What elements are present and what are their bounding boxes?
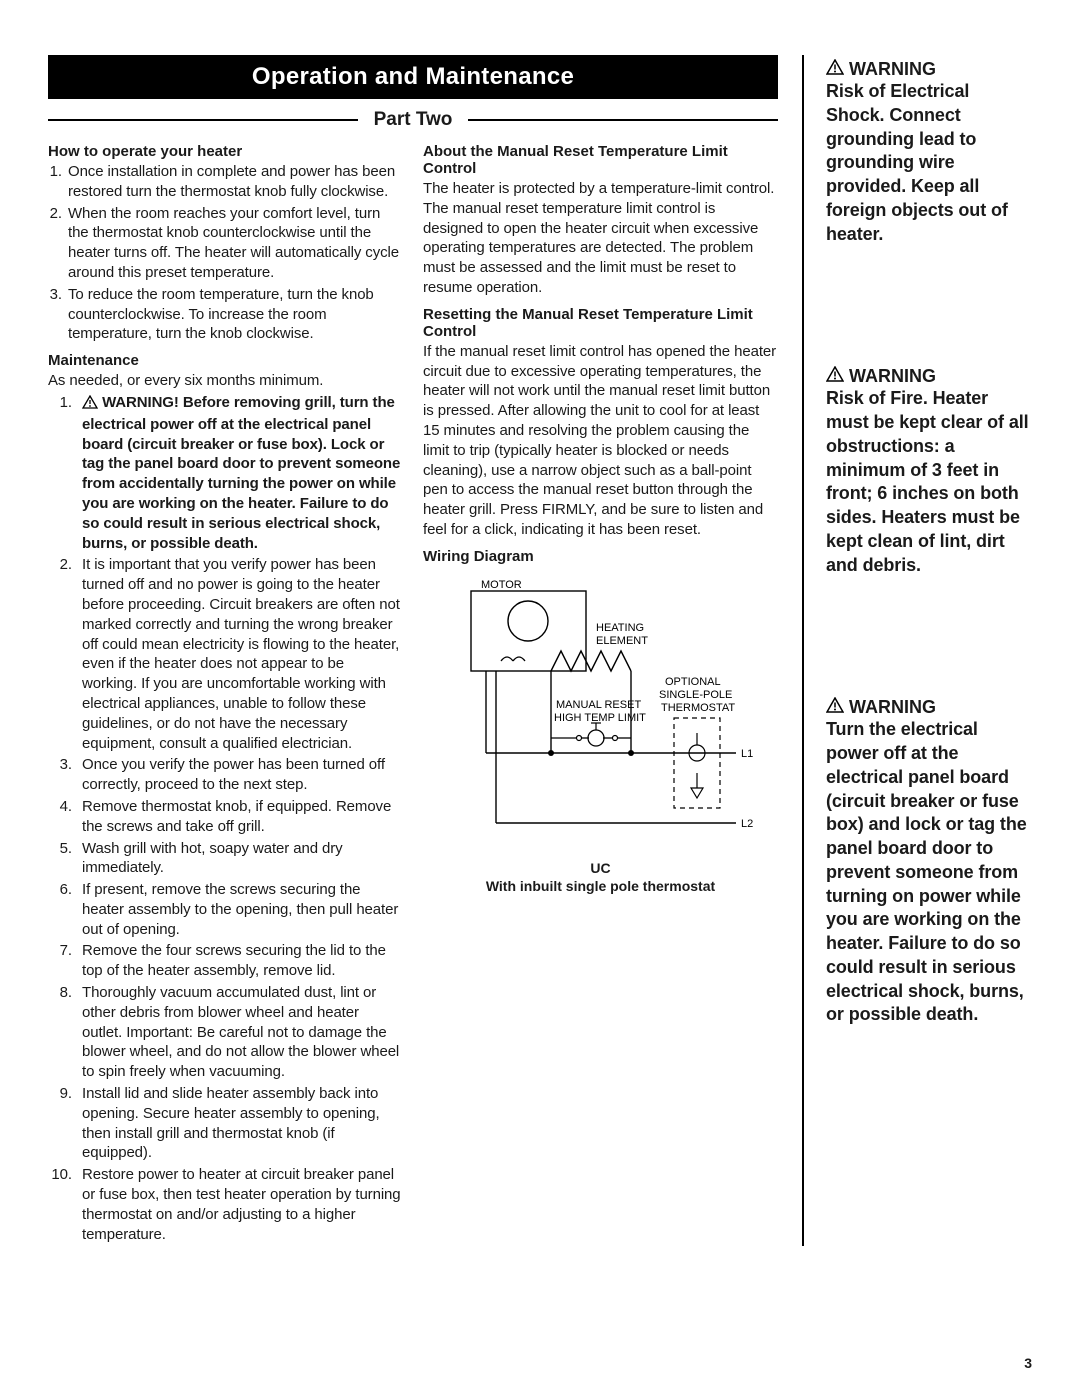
maintenance-step: Restore power to heater at circuit break… bbox=[76, 1165, 403, 1244]
operate-step: To reduce the room temperature, turn the… bbox=[66, 285, 403, 344]
diag-label-motor: MOTOR bbox=[481, 579, 522, 591]
wiring-caption-1: UC bbox=[590, 860, 610, 876]
warning-body: Risk of Fire. Heater must be kept clear … bbox=[826, 387, 1032, 577]
warning-body: Turn the electrical power off at the ele… bbox=[826, 718, 1032, 1027]
diag-label-manual2: HIGH TEMP LIMIT bbox=[554, 712, 646, 724]
limit-heading: About the Manual Reset Temperature Limit… bbox=[423, 143, 778, 177]
section-header: Operation and Maintenance bbox=[48, 57, 778, 99]
operate-list: Once installation in complete and power … bbox=[48, 162, 403, 344]
maintenance-step: If present, remove the screws securing t… bbox=[76, 880, 403, 939]
maintenance-step: It is important that you verify power ha… bbox=[76, 555, 403, 753]
maintenance-step: Wash grill with hot, soapy water and dry… bbox=[76, 839, 403, 879]
page-number: 3 bbox=[1024, 1355, 1032, 1371]
rule-right bbox=[468, 119, 778, 121]
warning-label: WARNING bbox=[849, 366, 936, 387]
maintenance-warning-text: WARNING! Before removing grill, turn the… bbox=[82, 394, 400, 552]
wiring-caption: UC With inbuilt single pole thermostat bbox=[423, 859, 778, 895]
diag-label-manual1: MANUAL RESET bbox=[556, 699, 641, 711]
warning-label: WARNING bbox=[849, 697, 936, 718]
operate-heading: How to operate your heater bbox=[48, 143, 403, 160]
warning-body: Risk of Electrical Shock. Connect ground… bbox=[826, 80, 1032, 246]
right-sub-column: About the Manual Reset Temperature Limit… bbox=[423, 143, 778, 1246]
operate-step: When the room reaches your comfort level… bbox=[66, 204, 403, 283]
sidebar: WARNING Risk of Electrical Shock. Connec… bbox=[802, 55, 1032, 1246]
diag-label-heating: HEATING bbox=[596, 622, 644, 634]
maintenance-warning-item: WARNING! Before removing grill, turn the… bbox=[76, 393, 403, 553]
part-row: Part Two bbox=[48, 109, 778, 131]
part-title: Part Two bbox=[358, 109, 469, 131]
maintenance-step: Install lid and slide heater assembly ba… bbox=[76, 1084, 403, 1163]
sidebar-warning-2: WARNING Risk of Fire. Heater must be kep… bbox=[826, 366, 1032, 577]
maintenance-list: WARNING! Before removing grill, turn the… bbox=[48, 393, 403, 1244]
maintenance-heading: Maintenance bbox=[48, 352, 403, 369]
maintenance-step: Remove the four screws securing the lid … bbox=[76, 941, 403, 981]
diag-label-element: ELEMENT bbox=[596, 635, 648, 647]
diag-label-thermostat: THERMOSTAT bbox=[661, 702, 735, 714]
limit-body: The heater is protected by a temperature… bbox=[423, 179, 778, 298]
rule-left bbox=[48, 119, 358, 121]
maintenance-step: Thoroughly vacuum accumulated dust, lint… bbox=[76, 983, 403, 1082]
left-sub-column: How to operate your heater Once installa… bbox=[48, 143, 403, 1246]
main-column: Operation and Maintenance Part Two How t… bbox=[48, 55, 778, 1246]
diag-label-optional: OPTIONAL bbox=[665, 676, 721, 688]
wiring-diagram: MOTOR HEATING ELEMENT bbox=[441, 573, 761, 853]
wiring-caption-2: With inbuilt single pole thermostat bbox=[486, 878, 715, 894]
maintenance-step: Once you verify the power has been turne… bbox=[76, 755, 403, 795]
wiring-heading: Wiring Diagram bbox=[423, 548, 778, 565]
warning-icon bbox=[826, 366, 844, 387]
maintenance-step: Remove thermostat knob, if equipped. Rem… bbox=[76, 797, 403, 837]
diag-label-l2: L2 bbox=[741, 818, 753, 830]
diag-label-singlepole: SINGLE-POLE bbox=[659, 689, 732, 701]
wiring-diagram-wrap: MOTOR HEATING ELEMENT bbox=[423, 573, 778, 895]
warning-icon bbox=[826, 59, 844, 80]
diag-label-l1: L1 bbox=[741, 748, 753, 760]
maintenance-intro: As needed, or every six months minimum. bbox=[48, 371, 403, 391]
sidebar-warning-3: WARNING Turn the electrical power off at… bbox=[826, 697, 1032, 1027]
warning-icon bbox=[82, 395, 98, 415]
reset-body: If the manual reset limit control has op… bbox=[423, 342, 778, 540]
reset-heading: Resetting the Manual Reset Temperature L… bbox=[423, 306, 778, 340]
warning-label: WARNING bbox=[849, 59, 936, 80]
sidebar-warning-1: WARNING Risk of Electrical Shock. Connec… bbox=[826, 59, 1032, 246]
warning-icon bbox=[826, 697, 844, 718]
operate-step: Once installation in complete and power … bbox=[66, 162, 403, 202]
